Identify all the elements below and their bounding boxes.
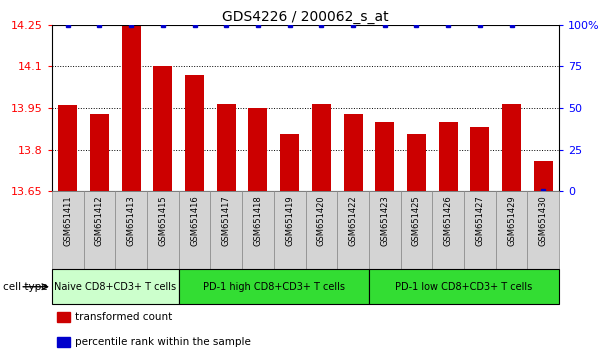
Bar [57,337,70,347]
Bar [375,122,394,191]
Bar [179,269,369,304]
Bar [337,191,369,269]
Bar [179,191,210,269]
Text: GSM651416: GSM651416 [190,195,199,246]
Text: GSM651420: GSM651420 [317,195,326,246]
Text: PD-1 high CD8+CD3+ T cells: PD-1 high CD8+CD3+ T cells [203,282,345,292]
Bar [306,191,337,269]
Text: PD-1 low CD8+CD3+ T cells: PD-1 low CD8+CD3+ T cells [395,282,533,292]
Text: cell type: cell type [3,282,48,292]
Bar [280,134,299,191]
Bar [343,114,362,191]
Text: GSM651418: GSM651418 [254,195,263,246]
Bar [401,191,433,269]
Bar [433,191,464,269]
Bar [534,161,553,191]
Bar [312,104,331,191]
Text: GSM651423: GSM651423 [380,195,389,246]
Bar [57,312,70,322]
Text: GSM651413: GSM651413 [126,195,136,246]
Bar [242,191,274,269]
Bar [502,104,521,191]
Bar [153,66,172,191]
Text: GSM651419: GSM651419 [285,195,294,246]
Text: GSM651425: GSM651425 [412,195,421,246]
Bar [464,191,496,269]
Bar [217,104,236,191]
Text: GSM651411: GSM651411 [64,195,72,246]
Text: GSM651412: GSM651412 [95,195,104,246]
Text: GSM651422: GSM651422 [348,195,357,246]
Bar [210,191,242,269]
Text: GSM651415: GSM651415 [158,195,167,246]
Text: GSM651426: GSM651426 [444,195,453,246]
Bar [407,134,426,191]
Bar [115,191,147,269]
Bar [52,269,179,304]
Bar [58,105,78,191]
Bar [185,75,204,191]
Bar [369,191,401,269]
Text: transformed count: transformed count [75,312,172,322]
Bar [122,26,141,191]
Bar [369,269,559,304]
Bar [439,122,458,191]
Text: Naive CD8+CD3+ T cells: Naive CD8+CD3+ T cells [54,282,177,292]
Bar [52,191,84,269]
Text: GSM651427: GSM651427 [475,195,485,246]
Bar [470,127,489,191]
Bar [90,114,109,191]
Bar [527,191,559,269]
Text: percentile rank within the sample: percentile rank within the sample [75,337,251,347]
Text: GSM651417: GSM651417 [222,195,231,246]
Title: GDS4226 / 200062_s_at: GDS4226 / 200062_s_at [222,10,389,24]
Bar [274,191,306,269]
Text: GSM651429: GSM651429 [507,195,516,246]
Bar [249,108,268,191]
Text: GSM651430: GSM651430 [539,195,547,246]
Bar [84,191,115,269]
Bar [496,191,527,269]
Bar [147,191,179,269]
